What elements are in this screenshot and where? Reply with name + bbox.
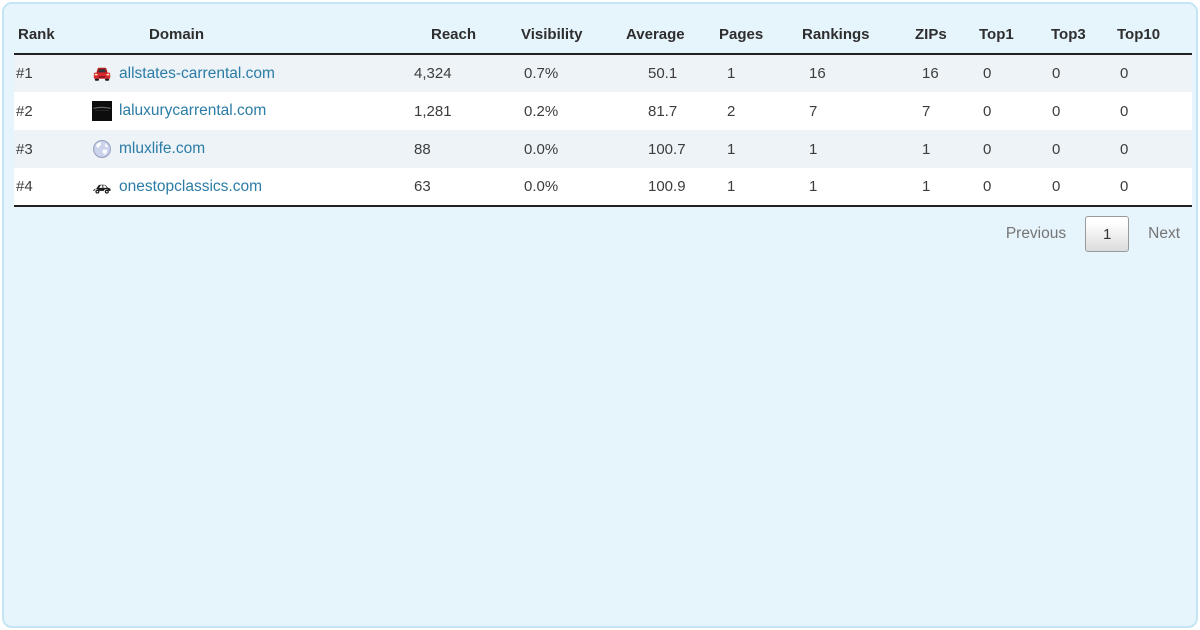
pagination: Previous 1 Next bbox=[4, 216, 1180, 252]
cell-rankings: 1 bbox=[809, 140, 818, 158]
cell-pages: 1 bbox=[727, 140, 736, 158]
cell-average: 81.7 bbox=[648, 102, 678, 120]
cell-rank: #1 bbox=[16, 65, 33, 82]
cell-top3: 0 bbox=[1052, 65, 1061, 82]
cell-zips: 1 bbox=[904, 168, 969, 207]
cell-zips: 1 bbox=[922, 140, 931, 158]
cell-top10: 0 bbox=[1120, 140, 1129, 158]
table-row: #4 bbox=[14, 168, 1192, 207]
cell-top10: 0 bbox=[1099, 168, 1192, 207]
cell-top1: 0 bbox=[983, 65, 992, 82]
dark-photo-favicon bbox=[92, 101, 112, 121]
cell-top1: 0 bbox=[983, 102, 992, 120]
globe-favicon bbox=[92, 139, 112, 159]
column-header-top1: Top1 bbox=[969, 16, 1039, 55]
column-header-top10: Top10 bbox=[1099, 16, 1192, 55]
cell-visibility: 0.0% bbox=[524, 140, 559, 158]
domain-link[interactable]: onestopclassics.com bbox=[119, 177, 263, 195]
cell-visibility: 0.2% bbox=[524, 102, 559, 120]
cell-rankings: 7 bbox=[809, 102, 818, 120]
cell-top3: 0 bbox=[1039, 168, 1099, 207]
pagination-previous-button[interactable]: Previous bbox=[1005, 225, 1067, 242]
cell-zips: 16 bbox=[922, 65, 939, 82]
column-header-top3: Top3 bbox=[1039, 16, 1099, 55]
cell-domain: onestopclassics.com bbox=[89, 168, 404, 207]
cell-domain: allstates-carrental.com bbox=[89, 54, 404, 92]
cell-pages: 2 bbox=[727, 102, 736, 120]
cell-domain: mluxlife.com bbox=[89, 130, 404, 168]
column-header-rank: Rank bbox=[14, 16, 89, 55]
cell-domain: laluxurycarrental.com bbox=[89, 92, 404, 130]
cell-rankings: 16 bbox=[809, 65, 826, 82]
column-header-average: Average bbox=[614, 16, 709, 55]
column-header-reach: Reach bbox=[404, 16, 509, 55]
cell-zips: 7 bbox=[922, 102, 931, 120]
cell-top3: 0 bbox=[1052, 140, 1061, 158]
column-header-visibility: Visibility bbox=[509, 16, 614, 55]
cell-top1: 0 bbox=[969, 168, 1039, 207]
cell-average: 100.7 bbox=[648, 140, 686, 158]
cell-top1: 0 bbox=[983, 140, 992, 158]
cell-reach: 88 bbox=[414, 140, 431, 158]
cell-average: 100.9 bbox=[614, 168, 709, 207]
table-row: #3 mluxlife.com bbox=[14, 130, 1192, 168]
cell-top3: 0 bbox=[1052, 102, 1061, 120]
classic-car-favicon bbox=[92, 177, 112, 197]
table-row: #1 bbox=[14, 54, 1192, 92]
pagination-next-button[interactable]: Next bbox=[1148, 225, 1180, 242]
cell-rankings: 1 bbox=[794, 168, 904, 207]
domain-link[interactable]: laluxurycarrental.com bbox=[119, 102, 267, 119]
cell-top10: 0 bbox=[1120, 65, 1129, 82]
cell-average: 50.1 bbox=[648, 65, 678, 82]
domain-link[interactable]: allstates-carrental.com bbox=[119, 64, 275, 82]
header-row: Rank Domain Reach Visibility Average Pag… bbox=[14, 16, 1192, 55]
column-header-rankings: Rankings bbox=[794, 16, 904, 55]
cell-rank: #2 bbox=[16, 102, 33, 120]
cell-visibility: 0.0% bbox=[509, 168, 614, 207]
column-header-zips: ZIPs bbox=[904, 16, 969, 55]
cell-reach: 4,324 bbox=[414, 65, 452, 82]
column-header-domain: Domain bbox=[89, 16, 404, 55]
cell-rank: #4 bbox=[14, 168, 89, 207]
domain-ranking-table: Rank Domain Reach Visibility Average Pag… bbox=[14, 16, 1192, 207]
cell-pages: 1 bbox=[709, 168, 794, 207]
red-car-favicon bbox=[92, 64, 112, 84]
table-row: #2 laluxurycarrental.com 1,281 bbox=[14, 92, 1192, 130]
pagination-page-1-button[interactable]: 1 bbox=[1085, 216, 1130, 252]
cell-top10: 0 bbox=[1120, 102, 1129, 120]
cell-reach: 1,281 bbox=[414, 102, 452, 120]
cell-reach: 63 bbox=[404, 168, 509, 207]
domain-link[interactable]: mluxlife.com bbox=[119, 140, 206, 157]
cell-visibility: 0.7% bbox=[524, 65, 559, 82]
cell-pages: 1 bbox=[727, 65, 736, 82]
column-header-pages: Pages bbox=[709, 16, 794, 55]
cell-rank: #3 bbox=[16, 140, 33, 158]
